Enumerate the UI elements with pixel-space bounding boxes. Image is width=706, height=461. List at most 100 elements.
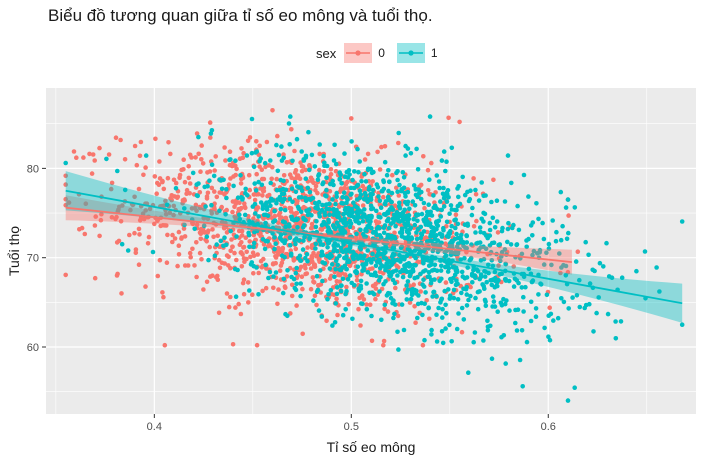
data-point bbox=[418, 231, 424, 237]
data-point bbox=[275, 168, 281, 174]
data-point bbox=[473, 192, 479, 197]
data-point bbox=[393, 223, 398, 229]
data-point bbox=[486, 262, 491, 268]
data-point bbox=[477, 289, 482, 294]
data-point bbox=[212, 253, 218, 258]
data-point bbox=[362, 157, 368, 162]
data-point bbox=[300, 286, 305, 292]
data-point bbox=[282, 207, 288, 213]
data-point bbox=[275, 246, 281, 252]
data-point bbox=[370, 187, 376, 193]
data-point bbox=[435, 249, 441, 255]
data-point bbox=[332, 320, 338, 325]
data-point bbox=[157, 159, 162, 164]
data-point bbox=[277, 235, 283, 240]
data-point bbox=[198, 236, 204, 242]
data-point bbox=[90, 152, 96, 157]
data-point bbox=[412, 304, 417, 309]
data-point bbox=[368, 219, 373, 224]
data-point bbox=[449, 223, 455, 229]
data-point bbox=[430, 294, 435, 299]
data-point bbox=[546, 246, 552, 251]
data-point bbox=[459, 329, 465, 335]
data-point bbox=[529, 279, 535, 285]
data-point bbox=[274, 200, 279, 206]
data-point bbox=[396, 140, 401, 146]
data-point bbox=[413, 291, 419, 296]
data-point bbox=[204, 234, 210, 239]
data-point bbox=[421, 248, 427, 254]
data-point bbox=[295, 198, 300, 204]
data-point bbox=[419, 189, 424, 195]
data-point bbox=[495, 309, 501, 315]
data-point bbox=[455, 221, 461, 227]
data-point bbox=[293, 246, 299, 252]
data-point bbox=[63, 196, 68, 202]
data-point bbox=[218, 238, 224, 244]
data-point bbox=[246, 172, 252, 178]
data-point bbox=[462, 222, 468, 227]
data-point bbox=[489, 199, 494, 205]
data-point bbox=[566, 213, 571, 218]
data-point bbox=[194, 208, 199, 213]
data-point bbox=[572, 385, 577, 391]
data-point bbox=[397, 219, 403, 224]
data-point bbox=[327, 266, 333, 271]
data-point bbox=[244, 153, 250, 158]
data-point bbox=[311, 180, 316, 186]
data-point bbox=[440, 340, 446, 346]
data-point bbox=[334, 194, 340, 200]
data-point bbox=[386, 188, 391, 194]
data-point bbox=[554, 229, 559, 235]
data-point bbox=[471, 176, 476, 181]
data-point bbox=[519, 328, 525, 333]
data-point bbox=[431, 289, 436, 295]
data-point bbox=[155, 180, 160, 186]
data-point bbox=[377, 226, 382, 231]
data-point bbox=[340, 312, 346, 318]
data-point bbox=[256, 192, 261, 197]
data-point bbox=[447, 211, 452, 216]
data-point bbox=[307, 167, 312, 173]
data-point bbox=[173, 180, 179, 186]
data-point bbox=[274, 142, 279, 148]
data-point bbox=[484, 279, 490, 285]
data-point bbox=[278, 206, 284, 212]
data-point bbox=[387, 179, 392, 185]
data-point bbox=[292, 285, 298, 291]
data-point bbox=[283, 311, 288, 317]
data-point bbox=[194, 193, 200, 198]
data-point bbox=[425, 167, 431, 173]
data-point bbox=[456, 194, 461, 200]
data-point bbox=[263, 285, 269, 291]
data-point bbox=[196, 134, 201, 140]
data-point bbox=[530, 233, 535, 238]
data-point bbox=[362, 171, 367, 177]
data-point bbox=[237, 217, 243, 222]
data-point bbox=[418, 182, 424, 188]
data-point bbox=[491, 177, 496, 183]
data-point bbox=[239, 195, 244, 200]
data-point bbox=[175, 263, 180, 269]
data-point bbox=[304, 271, 310, 276]
data-point bbox=[266, 163, 272, 168]
data-point bbox=[314, 273, 320, 279]
data-point bbox=[170, 232, 175, 238]
data-point bbox=[344, 196, 350, 201]
data-point bbox=[443, 302, 448, 308]
data-point bbox=[481, 283, 487, 289]
data-point bbox=[199, 157, 204, 162]
data-point bbox=[234, 234, 239, 239]
data-point bbox=[307, 236, 312, 242]
data-point bbox=[214, 242, 219, 247]
data-point bbox=[448, 203, 454, 208]
data-point bbox=[400, 267, 405, 273]
data-point bbox=[418, 224, 424, 230]
data-point bbox=[339, 181, 344, 186]
data-point bbox=[236, 301, 241, 307]
data-point bbox=[417, 247, 423, 253]
data-point bbox=[268, 158, 273, 163]
data-point bbox=[381, 338, 387, 344]
data-point bbox=[113, 135, 119, 140]
data-point bbox=[247, 219, 252, 224]
